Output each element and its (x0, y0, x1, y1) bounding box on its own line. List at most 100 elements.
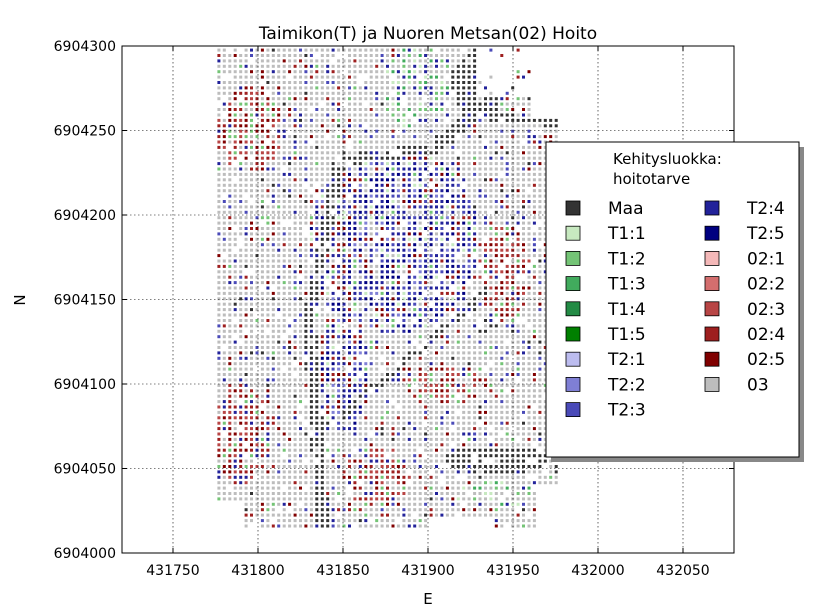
scatter-point (315, 291, 319, 295)
scatter-point (217, 346, 221, 349)
scatter-point (402, 189, 406, 193)
scatter-point (266, 448, 270, 452)
scatter-point (500, 351, 504, 355)
scatter-point (358, 118, 362, 122)
scatter-point (326, 216, 330, 220)
scatter-point (424, 216, 428, 220)
scatter-point (407, 162, 411, 166)
scatter-point (413, 378, 417, 382)
scatter-point (277, 183, 281, 187)
scatter-point (244, 129, 248, 133)
scatter-point (391, 221, 395, 225)
scatter-point (266, 178, 270, 182)
scatter-point (266, 248, 270, 252)
scatter-point (543, 275, 547, 279)
scatter-point (222, 486, 226, 490)
scatter-point (494, 481, 498, 485)
scatter-point (331, 340, 335, 344)
scatter-point (500, 356, 504, 360)
scatter-point (228, 189, 232, 193)
scatter-point (516, 416, 520, 420)
scatter-point (299, 54, 302, 57)
scatter-point (375, 383, 379, 387)
scatter-point (348, 378, 351, 382)
scatter-point (413, 519, 417, 523)
scatter-point (516, 124, 520, 128)
scatter-point (342, 405, 346, 409)
scatter-point (473, 108, 477, 111)
scatter-point (445, 389, 449, 393)
scatter-point (315, 232, 319, 236)
scatter-point (435, 140, 438, 144)
scatter-point (473, 427, 477, 431)
scatter-point (250, 291, 253, 295)
scatter-point (435, 367, 438, 371)
scatter-point (500, 519, 504, 523)
scatter-point (369, 427, 373, 431)
scatter-point (522, 156, 525, 160)
scatter-point (375, 48, 379, 52)
scatter-point (342, 216, 346, 220)
scatter-point (386, 432, 389, 436)
scatter-point (435, 335, 438, 339)
scatter-point (266, 362, 270, 366)
scatter-point (260, 324, 264, 328)
scatter-point (489, 513, 493, 517)
scatter-point (358, 335, 362, 339)
scatter-point (228, 81, 232, 84)
scatter-point (320, 308, 324, 312)
scatter-point (304, 259, 308, 263)
scatter-point (244, 378, 248, 382)
scatter-point (255, 502, 259, 506)
scatter-point (473, 405, 477, 409)
scatter-point (299, 243, 302, 247)
scatter-point (380, 183, 384, 187)
scatter-point (299, 135, 302, 139)
scatter-point (288, 459, 292, 463)
scatter-point (320, 124, 324, 128)
scatter-point (255, 210, 259, 214)
scatter-point (244, 410, 248, 414)
scatter-point (402, 254, 406, 258)
scatter-point (266, 502, 270, 506)
scatter-point (353, 227, 357, 230)
scatter-point (418, 416, 422, 420)
scatter-point (353, 297, 357, 301)
scatter-point (260, 281, 264, 285)
scatter-point (494, 340, 498, 344)
scatter-point (462, 227, 466, 230)
scatter-point (282, 162, 286, 166)
scatter-point (478, 248, 482, 252)
scatter-point (396, 124, 400, 128)
scatter-point (473, 167, 477, 171)
scatter-point (293, 497, 297, 501)
scatter-point (353, 519, 357, 523)
scatter-point (277, 470, 281, 474)
scatter-point (462, 351, 466, 355)
scatter-point (456, 367, 460, 371)
scatter-point (309, 340, 313, 344)
scatter-point (239, 454, 243, 458)
scatter-point (386, 437, 389, 441)
scatter-point (391, 421, 395, 425)
scatter-point (375, 302, 379, 306)
scatter-point (271, 91, 275, 95)
scatter-point (331, 135, 335, 139)
scatter-point (435, 167, 438, 171)
scatter-point (494, 437, 498, 441)
scatter-point (255, 481, 259, 485)
scatter-point (445, 335, 449, 339)
scatter-point (407, 59, 411, 63)
scatter-point (353, 497, 357, 501)
scatter-point (478, 194, 482, 198)
scatter-point (244, 335, 248, 339)
scatter-point (391, 302, 395, 306)
scatter-point (353, 465, 357, 468)
scatter-point (277, 459, 281, 463)
scatter-point (304, 394, 308, 398)
scatter-point (511, 216, 515, 220)
scatter-point (255, 124, 259, 128)
scatter-point (484, 221, 487, 225)
scatter-point (364, 183, 368, 187)
scatter-point (424, 129, 428, 133)
